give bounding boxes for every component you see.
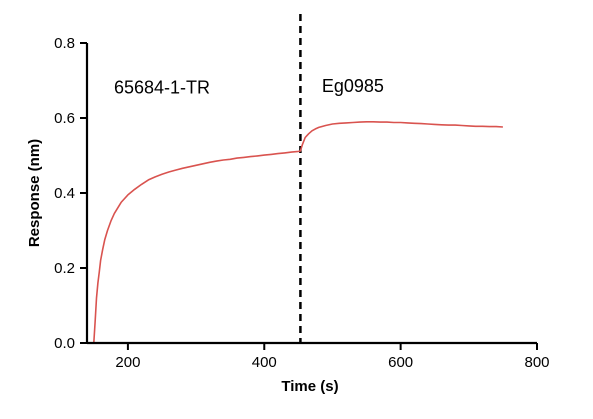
axes: 0.0 0.2 0.4 0.6 0.8 200 400 600 800	[54, 35, 549, 371]
x-tick-label: 400	[252, 354, 277, 371]
y-tick-label: 0.8	[54, 35, 75, 52]
region-label: 65684-1-TR	[114, 78, 210, 98]
y-tick-label: 0.2	[54, 260, 75, 277]
x-axis-title: Time (s)	[281, 378, 338, 395]
binding-curve-line	[93, 121, 503, 344]
y-tick-label: 0.6	[54, 110, 75, 127]
y-axis-title: Response (nm)	[26, 139, 43, 247]
x-tick-label: 600	[388, 354, 413, 371]
plot-area: 65684-1-TR Eg0985	[93, 14, 503, 344]
y-tick-label: 0.4	[54, 185, 75, 202]
region-label: Eg0985	[322, 76, 384, 96]
x-tick-label: 800	[524, 354, 549, 371]
y-tick-label: 0.0	[54, 335, 75, 352]
x-tick-label: 200	[115, 354, 140, 371]
